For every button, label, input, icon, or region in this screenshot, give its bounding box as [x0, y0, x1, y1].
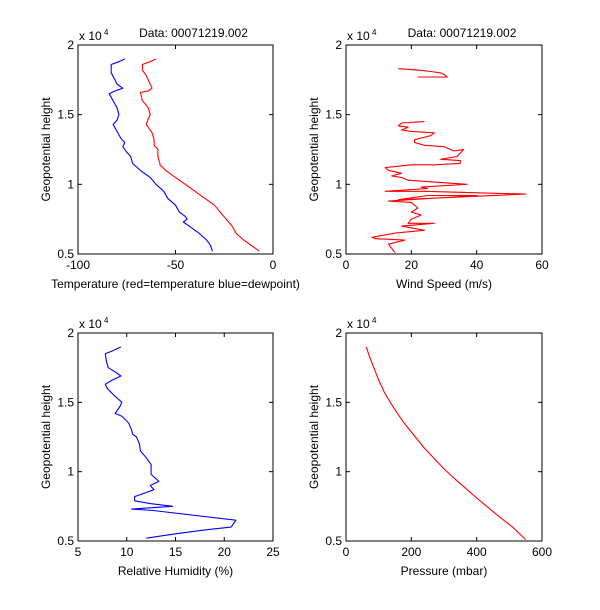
- y-tick-label: 1.5: [57, 395, 74, 409]
- y-axis-label: Geopotential height: [307, 97, 321, 202]
- axes-box: [345, 44, 543, 255]
- y-tick-label: 2: [335, 38, 342, 52]
- y-tick-label: 0.5: [325, 534, 342, 548]
- x-axis-label: Pressure (mbar): [401, 564, 488, 578]
- subplot-4: 0 200 400 600 0.5 1 1.5 2 x 10 4 Pressure (mbar) Ge…: [307, 316, 552, 578]
- x-tick-label: 200: [401, 545, 421, 559]
- x-tick-label: 25: [266, 545, 280, 559]
- y-axis-exponent: 4: [372, 316, 377, 325]
- y-axis-multiplier: x 10: [79, 317, 102, 331]
- y-tick-label: 2: [335, 326, 342, 340]
- subplot-2: 0 20 40 60 0.5 1 1.5 2 x 10 4 Data: 00071219.002 Wi…: [307, 26, 549, 291]
- axes-box: [345, 332, 543, 542]
- y-axis-multiplier: x 10: [347, 29, 370, 43]
- axes-box: [77, 44, 274, 255]
- y-tick-label: 0.5: [57, 247, 74, 261]
- y-tick-label: 1.5: [57, 108, 74, 122]
- x-tick-label: 15: [169, 545, 183, 559]
- y-tick-label: 1: [67, 465, 74, 479]
- series-line-temperature: [139, 58, 260, 252]
- y-axis-multiplier: x 10: [347, 317, 370, 331]
- x-tick-label: 20: [218, 545, 232, 559]
- subplot-1: -100 -50 0 0.5 1 1.5 2 x 10 4 Data: 00071219.002 T…: [39, 26, 300, 291]
- y-tick-label: 1: [335, 177, 342, 191]
- y-tick-label: 1: [335, 465, 342, 479]
- y-tick-label: 0.5: [57, 534, 74, 548]
- x-tick-label: -100: [66, 258, 90, 272]
- subplot-title: Data: 00071219.002: [408, 26, 517, 40]
- x-tick-label: 400: [467, 545, 487, 559]
- x-axis-label: Wind Speed (m/s): [396, 277, 492, 291]
- subplot-3: 5 10 15 20 25 0.5 1 1.5 2 x 10 4 Relative Humidity …: [39, 316, 280, 578]
- y-axis-label: Geopotential height: [307, 384, 321, 489]
- x-tick-label: -50: [167, 258, 185, 272]
- x-axis-label: Relative Humidity (%): [118, 564, 233, 578]
- series-line-wind-upper: [398, 68, 448, 78]
- y-tick-label: 1.5: [325, 108, 342, 122]
- y-tick-label: 1: [67, 177, 74, 191]
- x-tick-label: 0: [343, 545, 350, 559]
- subplot-title: Data: 00071219.002: [139, 26, 248, 40]
- y-axis-multiplier: x 10: [79, 29, 102, 43]
- x-tick-label: 10: [120, 545, 134, 559]
- series-line-pressure: [365, 346, 527, 540]
- x-axis-label: Temperature (red=temperature blue=dewpoi…: [51, 277, 300, 291]
- y-axis-exponent: 4: [104, 316, 109, 325]
- y-tick-label: 0.5: [325, 247, 342, 261]
- x-tick-label: 60: [535, 258, 549, 272]
- series-line-wind-lower: [371, 121, 527, 253]
- x-tick-label: 600: [532, 545, 552, 559]
- y-axis-exponent: 4: [104, 28, 109, 37]
- y-tick-label: 2: [67, 326, 74, 340]
- series-line-dewpoint: [108, 58, 214, 252]
- x-tick-label: 0: [343, 258, 350, 272]
- y-axis-label: Geopotential height: [39, 97, 53, 202]
- x-tick-label: 20: [405, 258, 419, 272]
- x-tick-label: 0: [270, 258, 277, 272]
- y-tick-label: 2: [67, 38, 74, 52]
- y-axis-label: Geopotential height: [39, 384, 53, 489]
- x-tick-label: 5: [75, 545, 82, 559]
- y-axis-exponent: 4: [372, 28, 377, 37]
- x-tick-label: 40: [470, 258, 484, 272]
- y-tick-label: 1.5: [325, 395, 342, 409]
- series-line-relative-humidity: [104, 346, 237, 539]
